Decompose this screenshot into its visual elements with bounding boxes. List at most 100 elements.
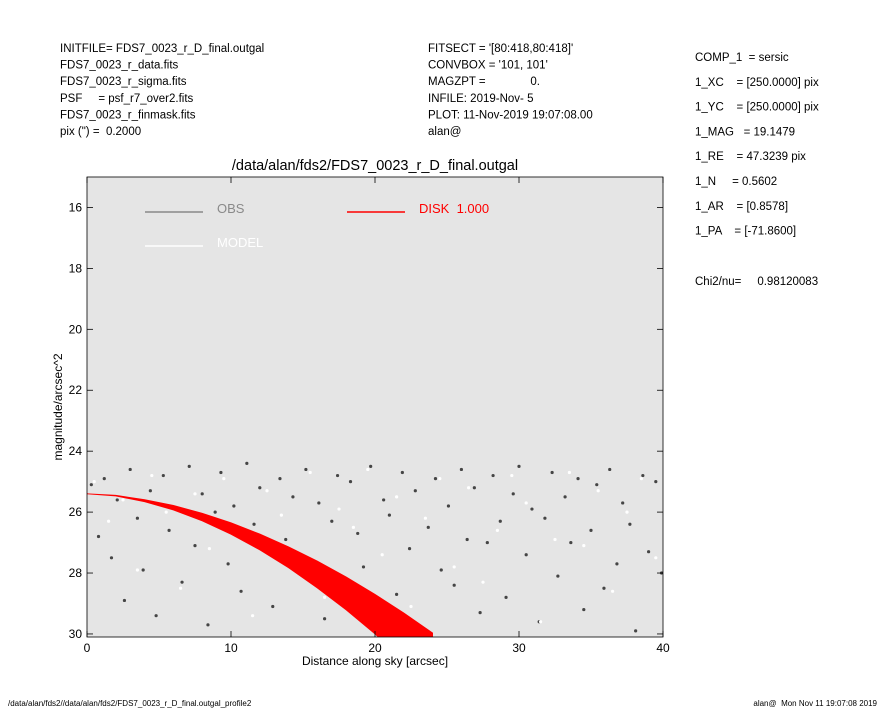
data-point xyxy=(589,528,593,532)
data-point xyxy=(252,522,256,526)
data-point xyxy=(413,489,417,493)
data-point xyxy=(271,604,275,609)
fit-parameter: 1_YC = [250.0000] pix xyxy=(695,102,819,114)
data-point xyxy=(187,464,191,469)
y-tick-label: 30 xyxy=(69,627,83,641)
data-point xyxy=(524,501,528,505)
data-point xyxy=(361,565,366,569)
data-point xyxy=(582,544,586,548)
data-point xyxy=(395,495,399,499)
data-point xyxy=(625,510,629,514)
chart-title: /data/alan/fds2/FDS7_0023_r_D_final.outg… xyxy=(232,158,518,174)
fit-parameter: 1_AR = [0.8578] xyxy=(695,201,788,213)
y-tick-label: 16 xyxy=(69,200,83,214)
data-point xyxy=(400,470,404,475)
data-point xyxy=(382,498,386,502)
data-point xyxy=(102,476,106,481)
data-point xyxy=(459,467,463,472)
data-point xyxy=(109,556,114,560)
footer-left: /data/alan/fds2//data/alan/fds2/FDS7_002… xyxy=(8,699,252,708)
data-point xyxy=(556,574,560,578)
y-tick-label: 24 xyxy=(69,444,83,458)
data-point xyxy=(200,492,204,496)
fit-parameter: 1_RE = 47.3239 pix xyxy=(695,151,806,163)
data-point xyxy=(567,470,572,475)
fit-parameter: 1_PA = [-71.8600] xyxy=(695,226,796,238)
data-point xyxy=(213,510,217,514)
data-point xyxy=(433,476,438,481)
data-point xyxy=(553,537,557,542)
data-point xyxy=(337,507,341,511)
header: INITFILE= FDS7_0023_r_D_final.outgal FDS7… xyxy=(60,43,819,288)
x-tick-label: 20 xyxy=(368,641,382,655)
header-line: FITSECT = '[80:418,80:418]' xyxy=(428,43,573,55)
data-point xyxy=(323,617,327,621)
chi2: Chi2/nu= 0.98120083 xyxy=(695,276,818,288)
data-point xyxy=(498,519,502,523)
header-line: MAGZPT = 0. xyxy=(428,76,540,88)
data-point xyxy=(335,473,340,478)
data-point xyxy=(150,473,154,478)
header-line: PLOT: 11-Nov-2019 19:07:08.00 xyxy=(428,109,593,121)
data-point xyxy=(258,486,262,490)
header-line: pix (") = 0.2000 xyxy=(60,126,141,138)
data-point xyxy=(495,528,499,532)
data-point xyxy=(439,568,443,572)
data-point xyxy=(485,540,489,545)
data-point xyxy=(395,592,399,596)
data-point xyxy=(452,583,456,587)
data-point xyxy=(369,464,373,469)
data-point xyxy=(511,492,515,496)
data-point xyxy=(628,522,632,526)
model-band xyxy=(87,493,434,637)
data-point xyxy=(278,476,282,481)
data-point xyxy=(478,611,482,615)
data-point xyxy=(634,629,638,633)
data-point xyxy=(608,467,612,472)
y-tick-label: 22 xyxy=(69,383,83,397)
data-point xyxy=(524,553,528,557)
legend-label: DISK 1.000 xyxy=(419,201,489,216)
header-line: INFILE: 2019-Nov- 5 xyxy=(428,93,533,105)
data-point xyxy=(115,498,119,502)
data-point xyxy=(92,480,96,484)
header-line: FDS7_0023_r_sigma.fits xyxy=(60,76,187,88)
data-point xyxy=(284,537,288,542)
data-point xyxy=(219,470,223,475)
data-point xyxy=(232,504,236,508)
data-point xyxy=(615,562,619,566)
data-point xyxy=(426,525,430,529)
marks xyxy=(87,461,663,637)
data-point xyxy=(265,489,269,493)
x-tick-label: 30 xyxy=(512,641,526,655)
fit-parameter: 1_XC = [250.0000] pix xyxy=(695,77,819,89)
data-point xyxy=(148,489,152,493)
header-line: FDS7_0023_r_finmask.fits xyxy=(60,109,196,121)
header-line: alan@ xyxy=(428,126,461,138)
legend-label: OBS xyxy=(217,201,245,216)
data-point xyxy=(206,623,210,627)
data-point xyxy=(291,495,295,499)
data-point xyxy=(161,473,165,478)
data-point xyxy=(491,473,495,478)
data-point xyxy=(602,586,606,590)
data-point xyxy=(180,580,184,584)
data-point xyxy=(423,516,427,520)
data-point xyxy=(89,483,93,487)
data-point xyxy=(465,537,469,542)
data-point xyxy=(517,464,521,469)
data-point xyxy=(438,476,442,481)
data-point xyxy=(351,525,355,529)
data-point xyxy=(207,547,211,551)
fit-parameter: 1_MAG = 19.1479 xyxy=(695,126,795,138)
data-point xyxy=(380,553,384,557)
plot-area xyxy=(87,177,663,637)
data-point xyxy=(308,470,312,475)
legend: OBS MODEL DISK 1.000 xyxy=(145,201,489,250)
data-point xyxy=(107,519,111,523)
data-point xyxy=(639,476,644,481)
data-point xyxy=(596,489,600,493)
y-axis-label: magnitude/arcsec^2 xyxy=(51,353,65,460)
data-point xyxy=(611,589,615,593)
